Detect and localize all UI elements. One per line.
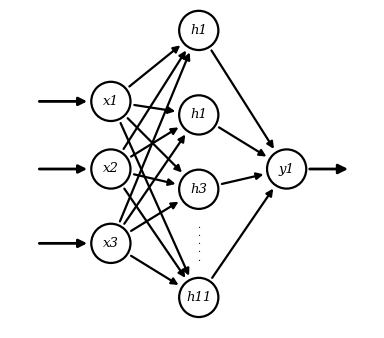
Text: x2: x2 (103, 163, 119, 175)
Text: x3: x3 (103, 237, 119, 250)
Circle shape (179, 278, 218, 317)
Circle shape (179, 170, 218, 209)
Circle shape (91, 82, 131, 121)
Text: y1: y1 (279, 163, 295, 175)
Circle shape (179, 11, 218, 50)
Circle shape (91, 224, 131, 263)
Circle shape (179, 95, 218, 135)
Text: h1: h1 (190, 24, 207, 37)
Circle shape (91, 149, 131, 189)
Text: h11: h11 (186, 291, 211, 304)
Text: h1: h1 (190, 108, 207, 121)
Text: x1: x1 (103, 95, 119, 108)
Text: h3: h3 (190, 183, 207, 196)
Text: .
.
.
.
.: . . . . . (197, 221, 200, 263)
Circle shape (267, 149, 306, 189)
